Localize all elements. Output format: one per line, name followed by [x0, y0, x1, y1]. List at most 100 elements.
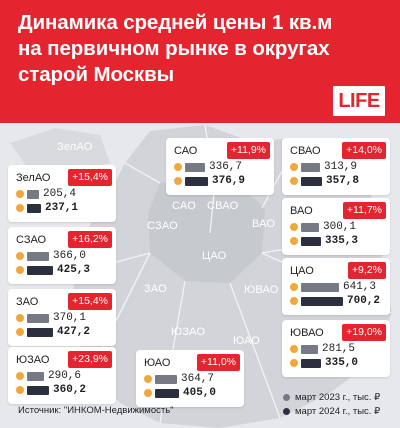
bar-row: 290,6 [16, 370, 82, 382]
change-badge: +16,2% [68, 231, 112, 248]
value-label-2023: 364,7 [181, 373, 215, 385]
bar-row: 376,9 [174, 175, 245, 187]
bar-2024 [301, 296, 343, 306]
marker-dot [16, 266, 24, 274]
district-card: ЮАО +11,0% 364,7 405,0 [136, 350, 244, 407]
bar-2024 [301, 358, 321, 368]
change-badge: +9,2% [347, 262, 386, 279]
district-card: ЗАО +15,4% 370,1 427,2 [8, 289, 116, 346]
bar-2024 [301, 236, 321, 246]
district-card: САО +11,9% 336,7 376,9 [166, 138, 274, 195]
bar-2023 [27, 313, 49, 323]
map-label-svao: СВАО [207, 200, 239, 212]
bar-2023 [301, 162, 320, 172]
district-card: ВАО +11,7% 300,1 335,3 [282, 198, 390, 255]
bar-2023 [301, 344, 318, 354]
legend-swatch-2023 [283, 394, 290, 401]
value-label-2024: 357,8 [326, 175, 360, 187]
bar-row: 405,0 [144, 387, 217, 399]
value-label-2024: 425,3 [57, 264, 91, 276]
bar-row: 427,2 [16, 326, 91, 338]
district-card: СЗАО +16,2% 366,0 425,3 [8, 227, 116, 284]
bar-row: 205,4 [16, 188, 76, 200]
value-label-2023: 300,1 [323, 221, 357, 233]
district-name: ВАО [290, 205, 313, 217]
bar-row: 281,5 [290, 343, 356, 355]
marker-dot [16, 372, 24, 380]
value-label-2024: 360,2 [53, 384, 87, 396]
change-badge: +23,9% [68, 351, 112, 368]
marker-dot [290, 177, 298, 185]
value-label-2024: 237,1 [45, 202, 79, 214]
bar-row: 700,2 [290, 295, 381, 307]
marker-dot [290, 345, 298, 353]
marker-dot [16, 328, 24, 336]
marker-dot [290, 359, 298, 367]
district-name: СЗАО [16, 234, 47, 246]
marker-dot [290, 297, 298, 305]
change-badge: +11,9% [226, 142, 270, 159]
map-label-szao: СЗАО [147, 220, 178, 232]
marker-dot [290, 163, 298, 171]
bar-row: 313,9 [290, 161, 358, 173]
district-name: ЮАО [144, 357, 171, 369]
value-label-2024: 335,0 [325, 357, 359, 369]
district-name: ЦАО [290, 265, 314, 277]
change-badge: +15,4% [68, 169, 112, 186]
legend-label-2024: март 2024 г., тыс. ₽ [295, 406, 381, 417]
bar-row: 360,2 [16, 384, 87, 396]
map-label-yuzao: ЮЗАО [171, 326, 206, 338]
bar-2024 [155, 388, 179, 398]
bar-2023 [185, 162, 205, 172]
change-badge: +11,7% [342, 202, 386, 219]
value-label-2023: 281,5 [322, 343, 356, 355]
value-label-2024: 700,2 [347, 295, 381, 307]
marker-dot [290, 237, 298, 245]
district-card: СВАО +14,0% 313,9 357,8 [282, 138, 390, 195]
bar-2024 [185, 176, 208, 186]
map-label-zelao: ЗелАО [57, 141, 93, 153]
bar-row: 335,0 [290, 357, 359, 369]
marker-dot [290, 283, 298, 291]
value-label-2023: 313,9 [324, 161, 358, 173]
bar-row: 357,8 [290, 175, 360, 187]
bar-2024 [27, 385, 49, 395]
bar-2024 [301, 176, 322, 186]
map-label-tsao: ЦАО [202, 250, 227, 262]
legend-item-2024: март 2024 г., тыс. ₽ [283, 406, 380, 417]
bar-2023 [301, 282, 339, 292]
value-label-2024: 427,2 [57, 326, 91, 338]
bar-row: 237,1 [16, 202, 79, 214]
map-label-vao: ВАО [252, 218, 276, 230]
district-card: ЮЗАО +23,9% 290,6 360,2 [8, 347, 116, 404]
marker-dot [16, 252, 24, 260]
bar-row: 335,3 [290, 235, 359, 247]
district-name: ЗАО [16, 296, 39, 308]
value-label-2023: 290,6 [48, 370, 82, 382]
value-label-2024: 335,3 [325, 235, 359, 247]
bar-row: 641,3 [290, 281, 377, 293]
change-badge: +11,0% [196, 354, 240, 371]
district-name: САО [174, 145, 198, 157]
bar-row: 366,0 [16, 250, 87, 262]
map-label-zao: ЗАО [144, 283, 167, 295]
header-banner: Динамика средней цены 1 кв.м на первично… [0, 0, 400, 123]
bar-row: 336,7 [174, 161, 242, 173]
legend-item-2023: март 2023 г., тыс. ₽ [283, 392, 380, 403]
value-label-2023: 366,0 [53, 250, 87, 262]
bar-row: 425,3 [16, 264, 91, 276]
bar-2024 [27, 203, 41, 213]
district-card: ЗелАО +15,4% 205,4 237,1 [8, 165, 116, 222]
value-label-2024: 405,0 [183, 387, 217, 399]
district-name: ЮВАО [290, 327, 324, 339]
district-card: ЦАО +9,2% 641,3 700,2 [282, 258, 390, 315]
bar-2023 [27, 189, 39, 199]
district-card: ЮВАО +19,0% 281,5 335,0 [282, 320, 390, 377]
value-label-2023: 641,3 [343, 281, 377, 293]
map-label-yuao: ЮАО [233, 335, 260, 347]
map-label-yuvao: ЮВАО [244, 284, 279, 296]
marker-dot [144, 375, 152, 383]
bar-2023 [155, 374, 177, 384]
marker-dot [144, 389, 152, 397]
marker-dot [290, 223, 298, 231]
